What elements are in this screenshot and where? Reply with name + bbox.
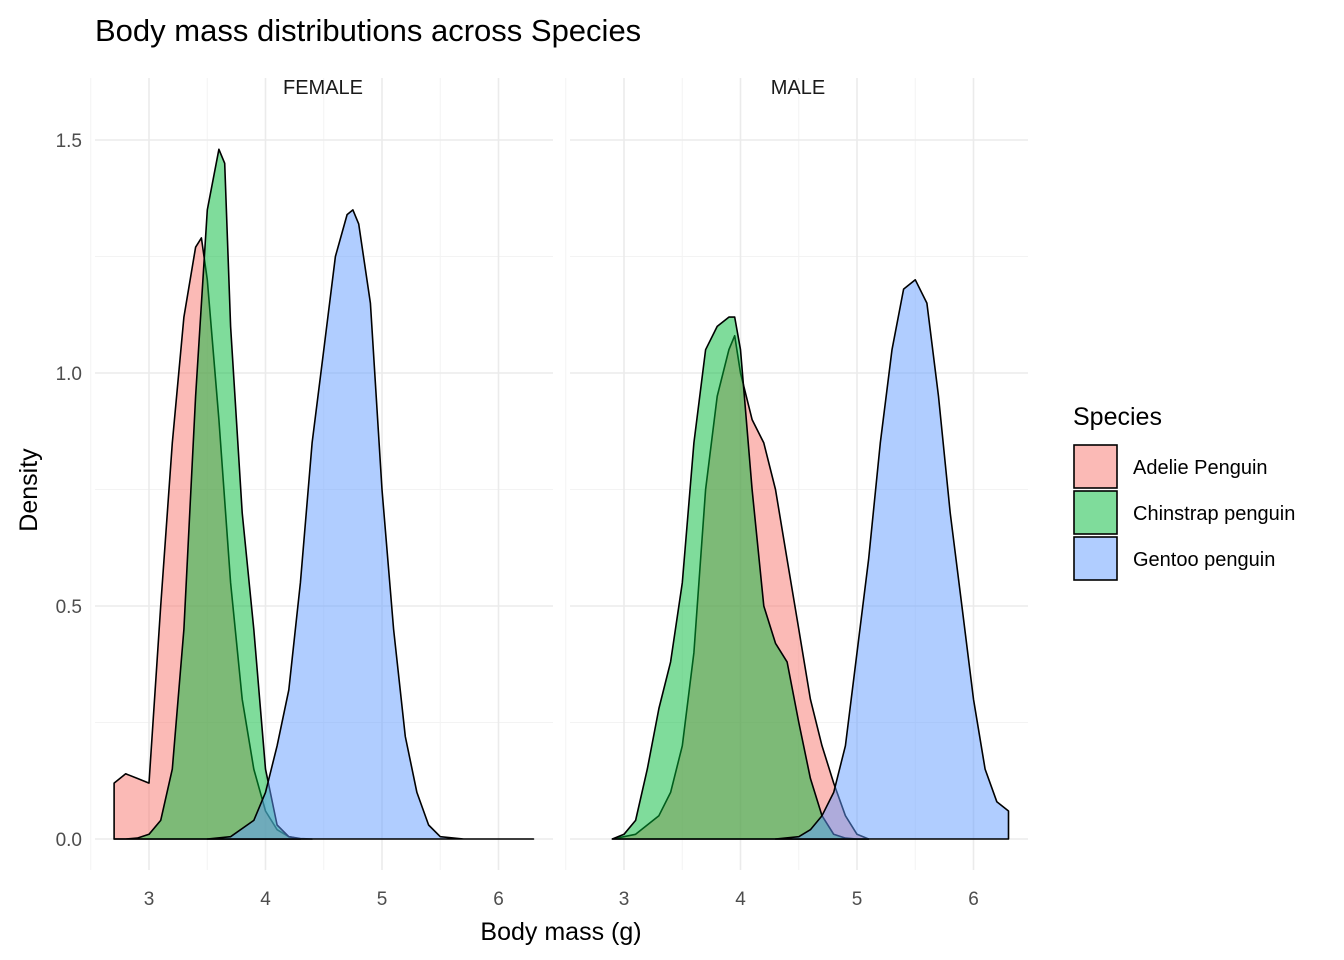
density-female-gentoo-penguin xyxy=(206,209,535,840)
density-male-gentoo-penguin xyxy=(774,279,1010,840)
x-tick-label: 6 xyxy=(968,889,979,910)
x-tick-label: 5 xyxy=(852,889,863,910)
legend-label-chinstrap-penguin: Chinstrap penguin xyxy=(1133,503,1295,525)
chart-title: Body mass distributions across Species xyxy=(95,13,641,48)
facet-label-male: MALE xyxy=(771,77,825,99)
legend: Species Adelie Penguin Chinstrap penguin G… xyxy=(1073,403,1295,581)
y-axis-title: Density xyxy=(15,448,43,532)
density-female-chinstrap-penguin xyxy=(113,148,302,840)
density-male-chinstrap-penguin xyxy=(611,316,870,840)
legend-label-adelie-penguin: Adelie Penguin xyxy=(1133,457,1268,479)
x-tick-label: 6 xyxy=(493,889,504,910)
y-tick-label: 1.5 xyxy=(56,131,82,152)
legend-key-gentoo-penguin xyxy=(1073,536,1118,581)
x-tick-label: 3 xyxy=(144,889,155,910)
x-axis-title: Body mass (g) xyxy=(480,918,641,946)
y-tick-label: 0.0 xyxy=(56,830,82,851)
x-tick-label: 4 xyxy=(735,889,746,910)
x-tick-label: 4 xyxy=(260,889,271,910)
facet-male: MALE xyxy=(611,77,1010,840)
facet-label-female: FEMALE xyxy=(283,77,363,99)
x-tick-label: 5 xyxy=(377,889,388,910)
x-axis: 3 4 5 6 3 4 5 6 xyxy=(144,889,979,910)
legend-key-chinstrap-penguin xyxy=(1073,490,1118,535)
x-tick-label: 3 xyxy=(619,889,630,910)
facet-female: FEMALE xyxy=(113,77,535,840)
y-tick-label: 0.5 xyxy=(56,597,82,618)
y-axis: 0.0 0.5 1.0 1.5 xyxy=(56,131,82,851)
legend-title: Species xyxy=(1073,403,1162,431)
legend-key-adelie-penguin xyxy=(1073,444,1118,489)
y-tick-label: 1.0 xyxy=(56,364,82,385)
legend-label-gentoo-penguin: Gentoo penguin xyxy=(1133,549,1275,571)
